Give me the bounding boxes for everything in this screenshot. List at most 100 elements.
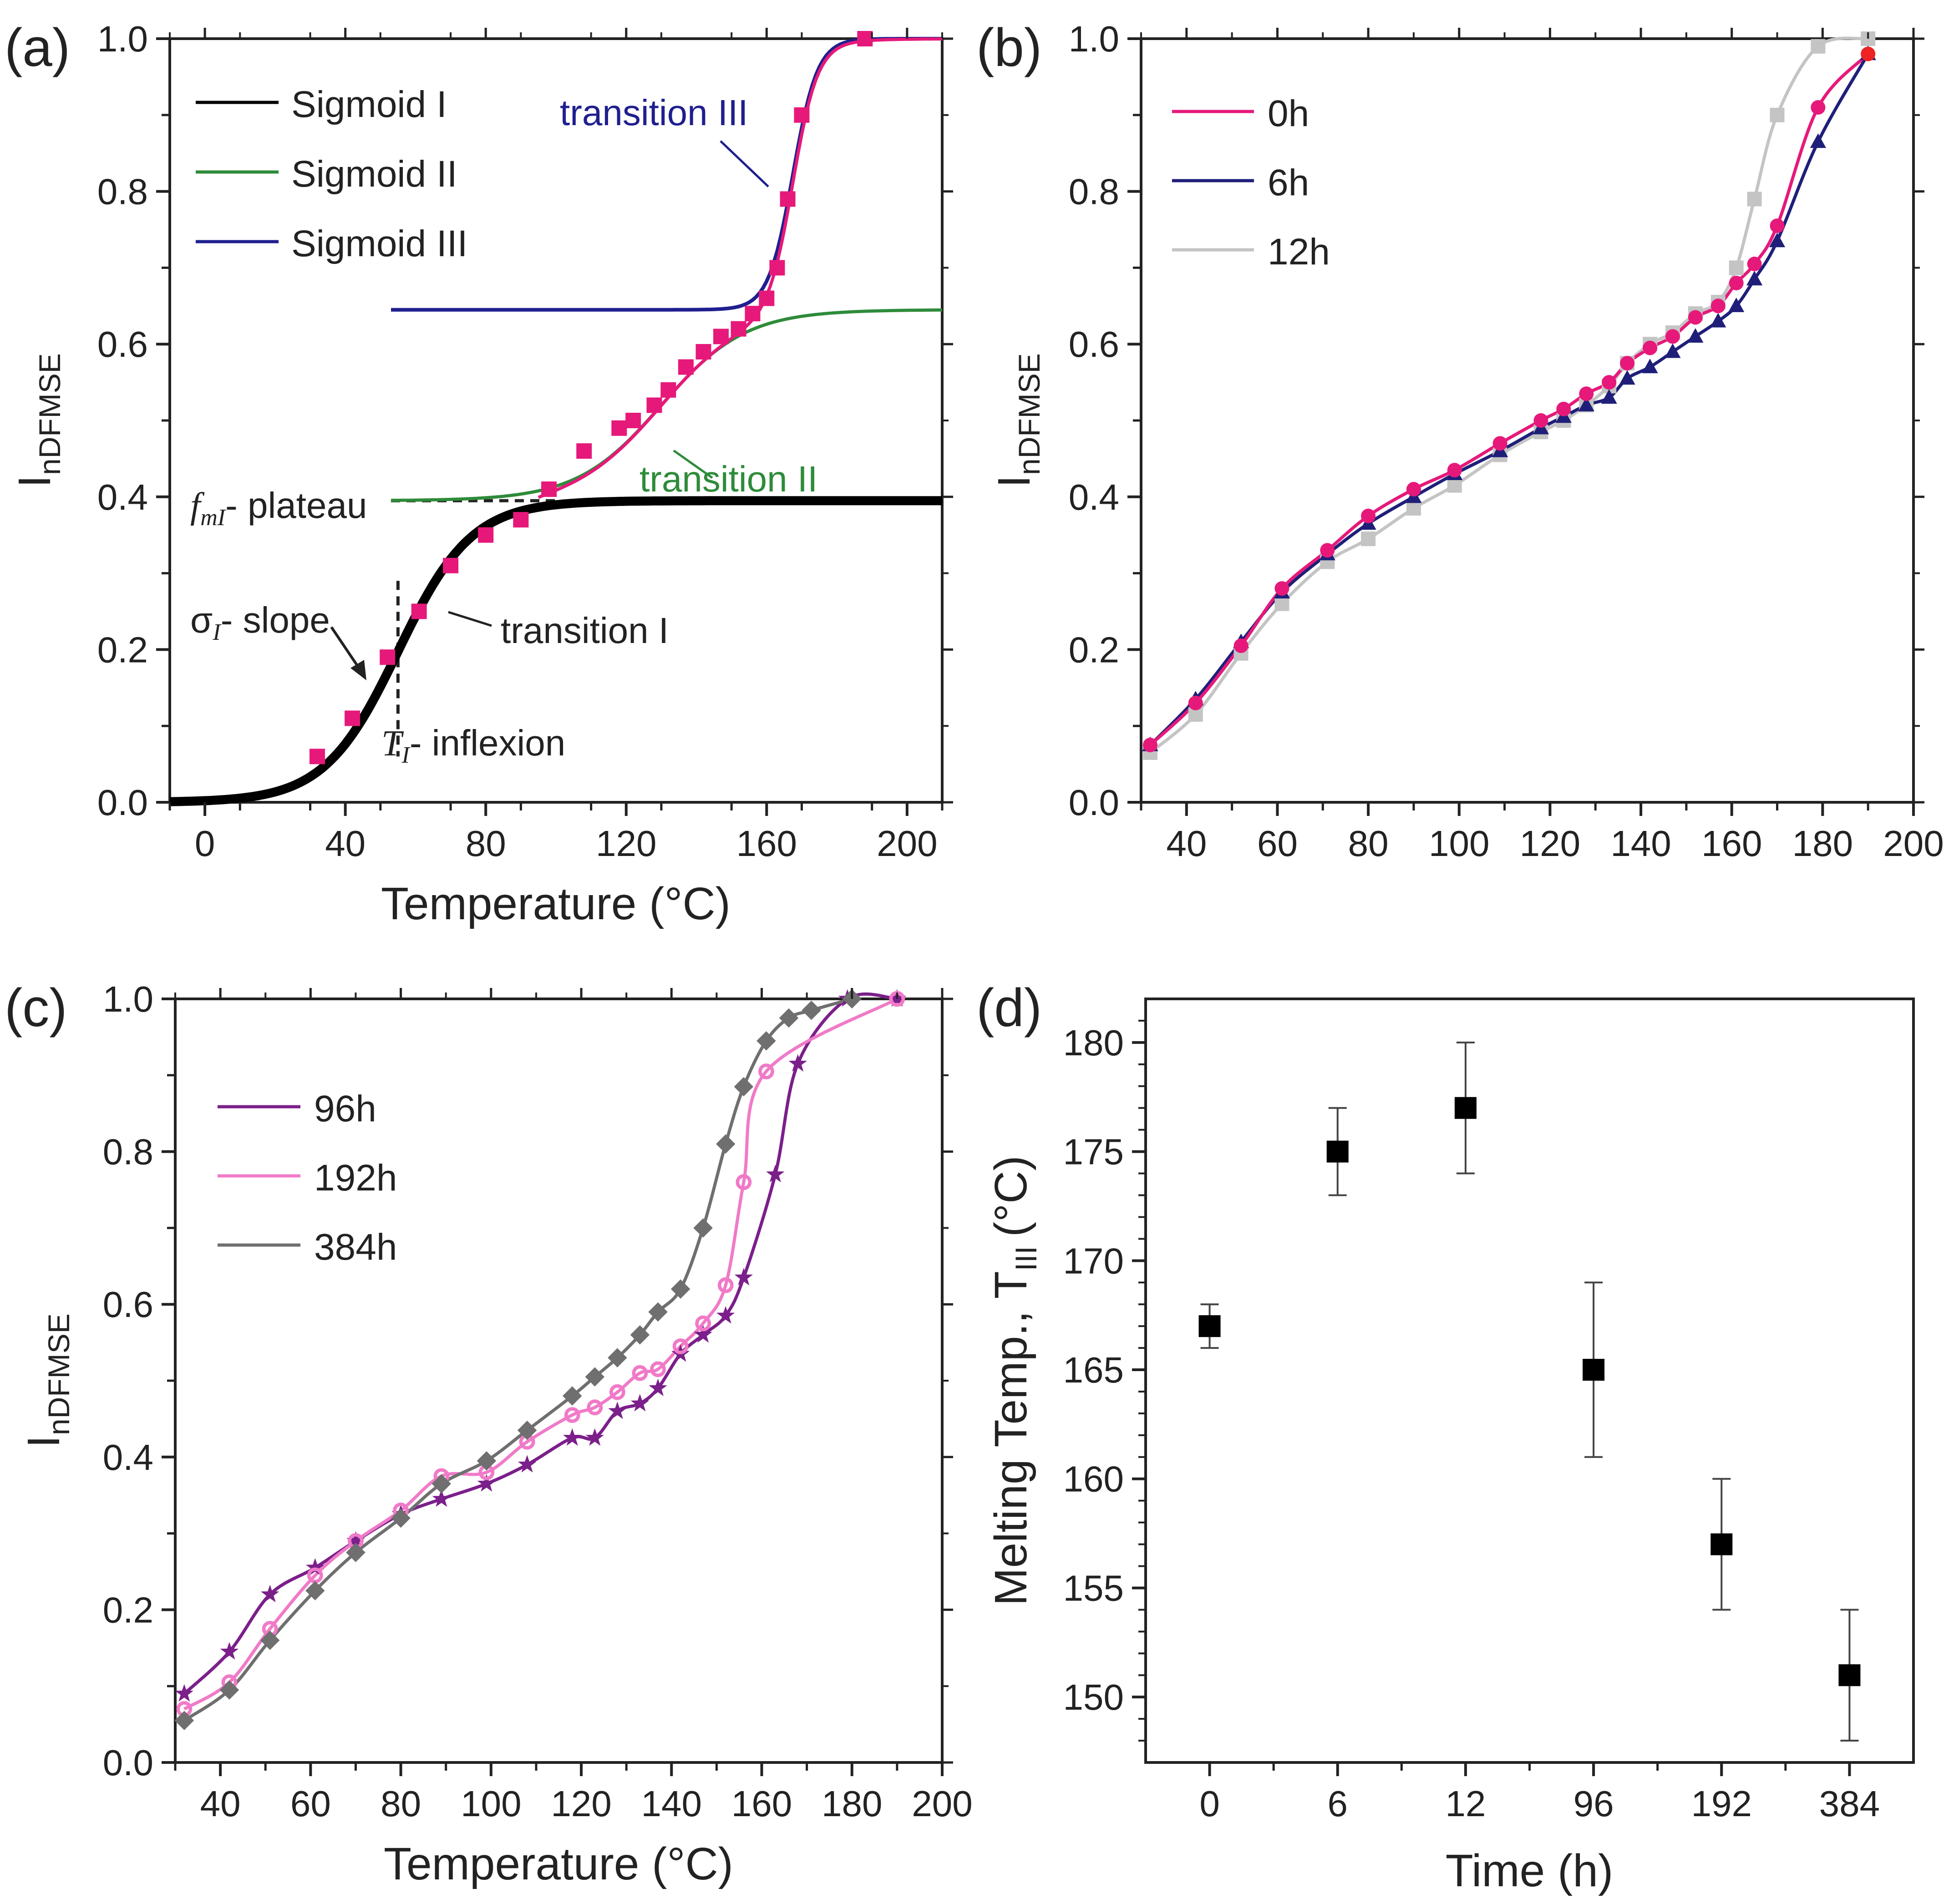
- y-tick-label: 0.0: [97, 782, 148, 823]
- data-point-0h: [1447, 463, 1462, 478]
- data-point: [576, 443, 592, 459]
- legend-c: 96h 192h 384h: [218, 1088, 397, 1268]
- data-point-96h: [585, 1428, 604, 1446]
- data-point-192h: [587, 1399, 603, 1416]
- legend-label-12h: 12h: [1268, 231, 1330, 273]
- data-point-96h: [518, 1455, 537, 1473]
- x-tick-label: 180: [822, 1783, 882, 1824]
- data-point-384h: [517, 1420, 537, 1440]
- x-tick-label: 120: [1520, 823, 1580, 864]
- data-point: [857, 31, 873, 46]
- x-tick-label: 140: [1610, 823, 1671, 864]
- x-tick-label: 160: [736, 823, 797, 864]
- data-point-384h: [648, 1302, 668, 1322]
- data-point-96h: [175, 1684, 193, 1702]
- x-tick-label: 200: [1883, 823, 1944, 864]
- data-point-12h: [1811, 39, 1826, 54]
- data-point-384h: [219, 1680, 239, 1700]
- data-point-0h: [1747, 257, 1762, 272]
- data-point-12h: [1447, 478, 1462, 493]
- data-point-96h: [306, 1558, 325, 1576]
- data-point: [380, 649, 396, 665]
- data-point-384h: [734, 1077, 754, 1097]
- data-point-384h: [174, 1711, 194, 1730]
- data-point-96h: [260, 1585, 279, 1602]
- data-point-192h: [717, 1277, 734, 1293]
- plot-area-a: [169, 31, 943, 806]
- data-point: [660, 382, 676, 398]
- data-point-96h: [608, 1401, 627, 1419]
- data-point-192h: [609, 1384, 625, 1400]
- data-point: [1583, 1359, 1605, 1381]
- y-tick-label: 165: [1063, 1350, 1124, 1390]
- x-axis-label-a: Temperature (°C): [381, 878, 731, 929]
- data-point-384h: [431, 1474, 452, 1494]
- x-tick-label: 100: [1429, 823, 1489, 864]
- y-tick-label: 0.8: [97, 172, 148, 212]
- data-point: [541, 481, 557, 497]
- legend-label-0h: 0h: [1268, 93, 1309, 134]
- y-tick-label: 0.0: [1069, 782, 1119, 823]
- data-point: [1710, 1533, 1733, 1555]
- data-point-384h: [779, 1008, 799, 1028]
- y-tick-label: 0.8: [103, 1132, 153, 1172]
- data-point-384h: [585, 1367, 605, 1387]
- data-point-192h: [758, 1063, 774, 1079]
- data-point-12h: [1274, 596, 1289, 611]
- data-point: [513, 512, 529, 528]
- plot-area-d: [1198, 1041, 1861, 1742]
- legend-label-6h: 6h: [1268, 162, 1309, 203]
- legend-label-sigmoid-i: Sigmoid I: [291, 84, 447, 125]
- data-point: [745, 306, 761, 322]
- y-axis-label-d: Melting Temp., TIII(°C): [985, 1155, 1043, 1605]
- x-tick-label: 100: [461, 1783, 521, 1824]
- data-point: [443, 557, 459, 573]
- data-point-96h: [766, 1165, 785, 1183]
- annotation-transition-i: transition I: [501, 610, 669, 651]
- data-point-384h: [756, 1031, 776, 1051]
- data-point-0h: [1710, 299, 1726, 314]
- x-tick-label: 120: [596, 823, 656, 864]
- data-point-6h: [1810, 133, 1826, 148]
- legend-label-192h: 192h: [314, 1157, 397, 1199]
- x-tick-label: 160: [1701, 823, 1762, 864]
- y-tick-label: 0.4: [103, 1437, 153, 1478]
- data-point-384h: [670, 1279, 690, 1299]
- axes-c: 40 60 80 100 120 140 160 180 200 0.0 0.2 0.4 0.6 0.8 1…: [103, 979, 973, 1824]
- data-point-0h: [1142, 738, 1157, 753]
- data-point-0h: [1602, 375, 1617, 390]
- x-axis-label-d: Time (h): [1446, 1845, 1614, 1896]
- data-point-0h: [1688, 310, 1703, 325]
- annotation-inflexion: TI- inflexion: [381, 723, 565, 768]
- data-point-0h: [1492, 436, 1507, 451]
- data-point-0h: [1811, 100, 1826, 115]
- data-point-384h: [608, 1348, 627, 1367]
- panel-label-b: (b): [976, 18, 1042, 78]
- data-point-384h: [305, 1581, 325, 1600]
- y-tick-label: 150: [1063, 1677, 1124, 1717]
- x-tick-label: 40: [325, 823, 365, 864]
- x-tick-label: 6: [1328, 1783, 1348, 1824]
- panel-a: (a) 0 40 80 120 160 200 0.0 0.2 0.4 0.6 0.8 1.0 Tem…: [5, 18, 953, 929]
- series-line-96h: [183, 992, 898, 1695]
- annotation-pointer-transition-ii: [673, 449, 713, 479]
- data-point: [1454, 1097, 1477, 1119]
- data-point-0h: [1770, 218, 1785, 233]
- annotation-transition-ii: transition II: [639, 459, 817, 499]
- data-point-0h: [1320, 543, 1335, 558]
- data-point: [625, 413, 641, 428]
- panel-label-a: (a): [5, 18, 70, 78]
- annotation-pointer-transition-iii: [720, 140, 769, 187]
- data-point-6h: [1728, 297, 1745, 312]
- x-tick-label: 120: [551, 1783, 611, 1824]
- legend-b: 0h 6h 12h: [1172, 93, 1330, 273]
- sigmoid-iii-line: [391, 37, 942, 312]
- panel-c: (c) 40 60 80 100 120 140 160 180 200 0.0 0.2 0.4 0.6…: [5, 978, 973, 1889]
- data-point-192h: [672, 1338, 689, 1354]
- annotation-slope: σI- slope: [190, 600, 330, 645]
- data-point-384h: [562, 1386, 582, 1406]
- x-tick-label: 160: [731, 1783, 792, 1824]
- legend-a: Sigmoid I Sigmoid II Sigmoid III: [196, 84, 467, 264]
- data-point-384h: [630, 1325, 650, 1345]
